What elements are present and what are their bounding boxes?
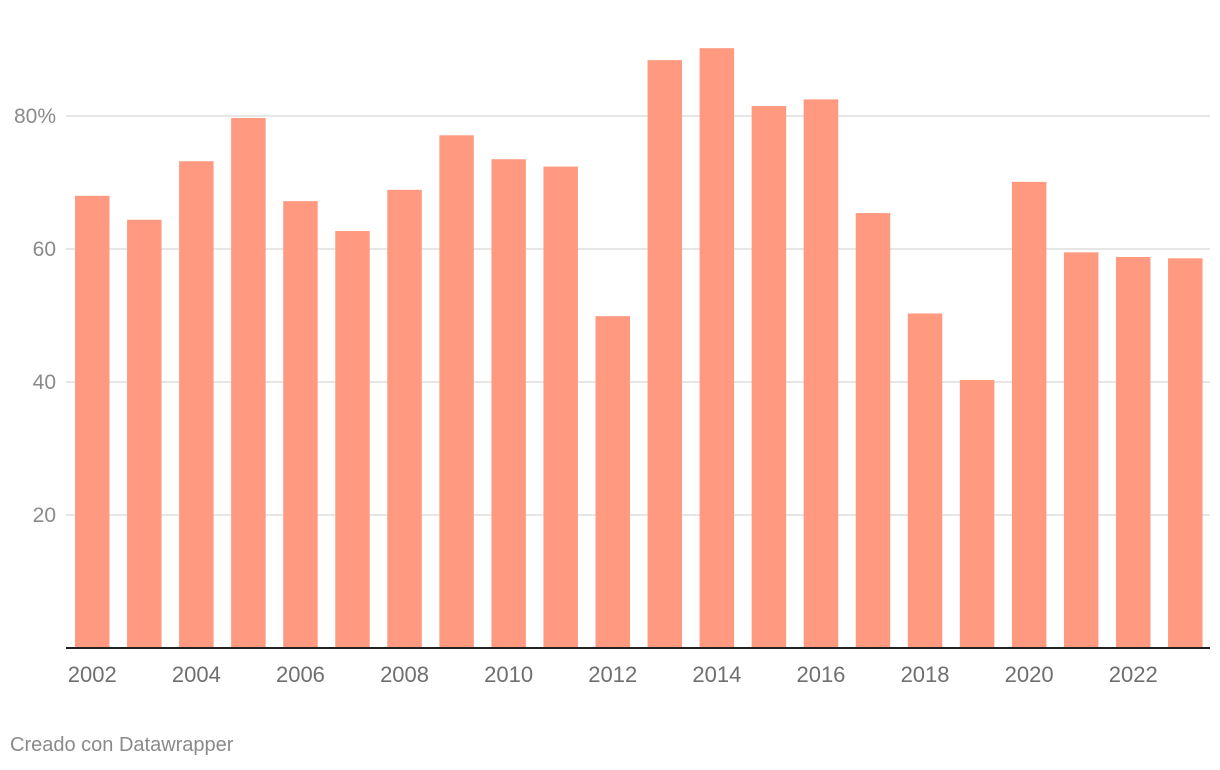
x-tick-label-2006: 2006 [276,662,325,687]
bar-2014 [699,48,735,649]
bar-2016 [803,99,839,649]
bar-2011 [543,166,578,649]
bar-2019 [959,380,995,648]
x-tick-label-2002: 2002 [68,662,117,687]
y-tick-label-80: 80% [14,105,56,128]
bar-2002 [75,195,110,649]
bar-2023 [1168,258,1203,648]
bar-2010 [491,159,526,648]
bar-2020 [1011,181,1047,648]
x-tick-label-2018: 2018 [901,662,950,687]
x-tick-label-2016: 2016 [796,662,845,687]
bar-2012 [595,316,630,648]
bar-2007 [335,231,370,649]
x-axis-labels: 2002 2004 2006 2008 2010 2012 2014 2016 2018 2020… [68,662,1158,687]
y-tick-label-20: 20 [33,504,56,527]
credit-text: Creado con Datawrapper [10,734,234,756]
x-tick-label-2004: 2004 [172,662,221,687]
y-tick-label-40: 40 [33,371,56,394]
bar-2009 [439,135,474,648]
bar-2013 [647,60,683,648]
bar-2004 [179,161,214,648]
bar-2015 [751,106,787,648]
x-tick-label-2010: 2010 [484,662,533,687]
bar-2017 [855,213,891,648]
x-tick-label-2012: 2012 [588,662,637,687]
bars [75,48,1203,649]
x-tick-label-2014: 2014 [692,662,741,687]
bar-2006 [283,201,318,648]
bar-2005 [231,118,266,648]
bar-2022 [1116,256,1151,648]
x-tick-label-2020: 2020 [1005,662,1054,687]
x-tick-label-2008: 2008 [380,662,429,687]
y-tick-label-60: 60 [33,238,56,261]
x-tick-label-2022: 2022 [1109,662,1158,687]
bar-2008 [387,189,422,648]
bar-2021 [1063,252,1099,648]
bar-2018 [907,313,943,648]
bar-2003 [127,219,162,649]
